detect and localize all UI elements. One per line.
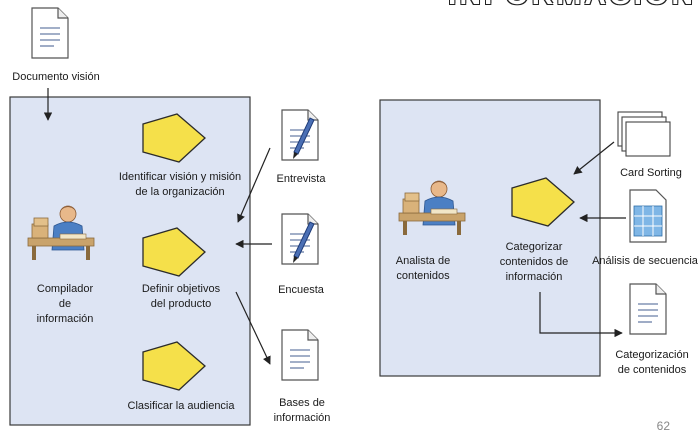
input-label-interview: Entrevista bbox=[276, 173, 326, 185]
output-label-right: Categorización de contenidos bbox=[615, 349, 689, 376]
source-doc-label: Documento visión bbox=[12, 71, 100, 83]
activity-label-1: Identificar visión y misión de la organi… bbox=[118, 171, 242, 198]
left-panel bbox=[9, 96, 251, 426]
input-label-card-sorting: Card Sorting bbox=[620, 167, 682, 179]
database-doc-icon bbox=[281, 329, 319, 381]
page-number: 62 bbox=[656, 419, 670, 433]
activity-label-2: Definir objetivos del producto bbox=[141, 283, 221, 310]
activity-label-right: Categorizar contenidos de información bbox=[499, 241, 569, 283]
arrow-interview bbox=[237, 147, 271, 223]
output-label: Bases de información bbox=[273, 397, 331, 424]
arrow-categorization bbox=[539, 292, 623, 338]
survey-doc-icon bbox=[281, 213, 319, 265]
actor-label-right: Analista de contenidos bbox=[395, 255, 451, 282]
categorization-doc-icon bbox=[629, 283, 667, 335]
cards-icon bbox=[617, 111, 671, 157]
right-panel bbox=[379, 99, 601, 377]
slide-title: INFORMACIÓN bbox=[448, 0, 696, 12]
input-label-survey: Encuesta bbox=[278, 284, 324, 296]
interview-doc-icon bbox=[281, 109, 319, 161]
arrow-card-sorting bbox=[573, 141, 615, 175]
actor-label: Compilador de información bbox=[36, 283, 94, 325]
activity-label-3: Clasificar la audiencia bbox=[127, 400, 235, 412]
arrow-output bbox=[235, 291, 271, 365]
input-label-sequence: Análisis de secuencia bbox=[592, 255, 698, 267]
document-icon bbox=[31, 7, 69, 59]
spreadsheet-icon bbox=[629, 189, 667, 243]
